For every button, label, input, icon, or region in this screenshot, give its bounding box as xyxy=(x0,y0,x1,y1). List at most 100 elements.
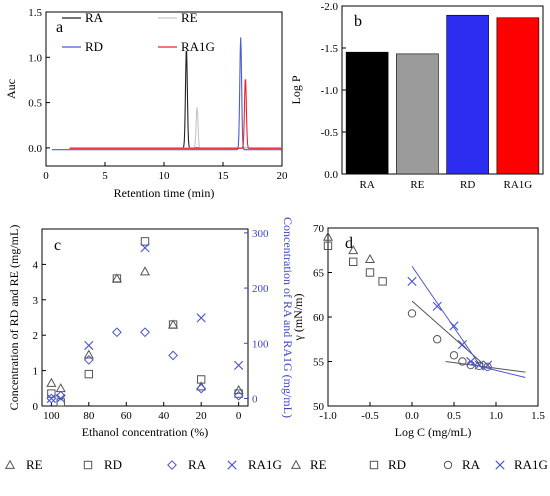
point-re xyxy=(139,266,151,276)
y-tick-label: 50 xyxy=(313,401,325,413)
y-tick-label: -1.0 xyxy=(321,85,339,97)
point-ra1g xyxy=(407,276,417,286)
panel-a-chromatogram: 0 5 10 15 20 0.0 0.5 1.0 1.5 Retention time (min)… xyxy=(4,7,288,200)
y-right-tick-label: 0 xyxy=(252,393,258,405)
plot-frame xyxy=(327,227,539,407)
y-right-tick-label: 100 xyxy=(252,338,269,350)
point-ra xyxy=(483,362,492,372)
legend-label-ra1g: RA1G xyxy=(181,39,215,54)
legend-label-rd: RD xyxy=(388,457,406,472)
legend-label-re: RE xyxy=(26,457,43,472)
point-ra1g xyxy=(56,393,66,404)
point-ra1g xyxy=(84,340,94,351)
point-rd xyxy=(196,375,206,384)
point-ra xyxy=(407,309,417,318)
legend-label-rd: RD xyxy=(104,457,122,472)
point-re xyxy=(364,253,376,264)
point-re xyxy=(348,245,359,255)
x-tick-label: 5 xyxy=(102,170,108,182)
point-ra xyxy=(83,354,94,365)
x-tick-label: 80 xyxy=(83,410,95,422)
y-tick-label: 55 xyxy=(313,357,325,369)
y-right-tick-label: 200 xyxy=(252,283,269,295)
point-ra xyxy=(233,390,244,401)
point-ra1g xyxy=(432,301,442,311)
legend-label-ra1g: RA1G xyxy=(514,457,548,472)
x-tick-label: 0 xyxy=(43,170,49,182)
point-rd xyxy=(378,277,387,286)
point-ra1g xyxy=(234,360,244,370)
point-re xyxy=(322,231,334,241)
y-right-tick-label: 300 xyxy=(252,228,269,240)
legend-marker-re xyxy=(290,459,302,469)
bar-ra xyxy=(345,51,389,175)
x-tick-label: -0.5 xyxy=(361,410,379,422)
y-tick-label: 0.5 xyxy=(28,98,42,110)
legend-marker-rd xyxy=(369,460,379,470)
y-axis-title: Log P xyxy=(289,75,303,104)
point-rd xyxy=(47,389,56,398)
legend-label-ra1g: RA1G xyxy=(248,457,282,472)
point-ra1g xyxy=(140,243,150,253)
panel-b-logp-bar-chart: -2.0 -1.5 -1.0 -0.5 0.0 Log P b RA RE RD RA1G xyxy=(289,1,544,191)
plot-frame xyxy=(45,11,283,167)
panel-label: a xyxy=(56,19,63,36)
y-tick-label: -0.5 xyxy=(321,127,339,139)
y-tick-label: -2.0 xyxy=(321,1,339,13)
y-left-tick-label: 4 xyxy=(33,259,39,271)
legend-label-ra: RA xyxy=(85,10,104,25)
legend-label-re: RE xyxy=(181,10,198,25)
point-rd xyxy=(168,320,178,329)
bar-rd xyxy=(446,14,489,175)
point-rd xyxy=(349,257,358,267)
panel-label: c xyxy=(54,237,61,254)
panel-d-surface-tension-scatter: -1.0 -0.5 0.0 0.5 1.0 1.5 50 55 60 65 70 Log C (mg/… xyxy=(290,223,548,472)
y-left-tick-label: 0 xyxy=(33,401,39,413)
y-left-tick-label: 2 xyxy=(33,330,39,342)
point-re xyxy=(168,319,179,329)
x-axis-title: Retention time (min) xyxy=(114,186,215,200)
y-tick-label: -1.5 xyxy=(321,43,339,55)
y-left-tick-label: 1 xyxy=(33,366,39,378)
x-tick-label: 40 xyxy=(158,410,170,422)
point-ra1g xyxy=(466,356,476,367)
x-tick-label: 0 xyxy=(236,410,242,422)
series-line-re xyxy=(69,107,282,149)
point-ra xyxy=(475,361,484,371)
panel-label: d xyxy=(345,235,353,252)
y-tick-label: 0.0 xyxy=(28,143,42,155)
point-ra1g xyxy=(474,360,484,370)
x-tick-label: 60 xyxy=(121,410,133,422)
point-ra xyxy=(168,350,178,361)
x-tick-label: RA1G xyxy=(504,179,533,191)
x-axis-title: Ethanol concentration (%) xyxy=(82,425,209,439)
x-tick-label: 20 xyxy=(277,170,289,182)
legend-label-ra: RA xyxy=(188,457,207,472)
legend-label-re: RE xyxy=(310,457,327,472)
x-tick-label: 0.5 xyxy=(447,410,461,422)
x-tick-label: RE xyxy=(410,179,424,191)
bar-ra1g xyxy=(496,17,540,175)
point-rd xyxy=(234,389,243,398)
point-ra1g xyxy=(196,313,206,323)
point-re xyxy=(55,383,66,393)
x-tick-label: 10 xyxy=(159,170,171,182)
point-ra xyxy=(46,393,57,404)
legend-label-rd: RD xyxy=(85,39,103,54)
point-ra xyxy=(458,357,467,366)
point-re xyxy=(83,349,94,359)
point-ra1g xyxy=(457,340,467,350)
legend-marker-ra1g xyxy=(495,460,505,470)
legend-marker-rd xyxy=(83,460,93,470)
x-tick-label: 1.5 xyxy=(531,410,545,422)
series-line-rd xyxy=(51,37,282,151)
y-axis-title: Auc xyxy=(4,79,18,99)
point-ra xyxy=(449,351,459,360)
x-tick-label: RA xyxy=(359,179,374,191)
fit-line xyxy=(411,265,484,371)
bar-re xyxy=(396,53,439,175)
point-ra xyxy=(140,327,150,338)
point-ra1g xyxy=(46,393,56,404)
y-tick-label: 1.0 xyxy=(28,52,42,64)
